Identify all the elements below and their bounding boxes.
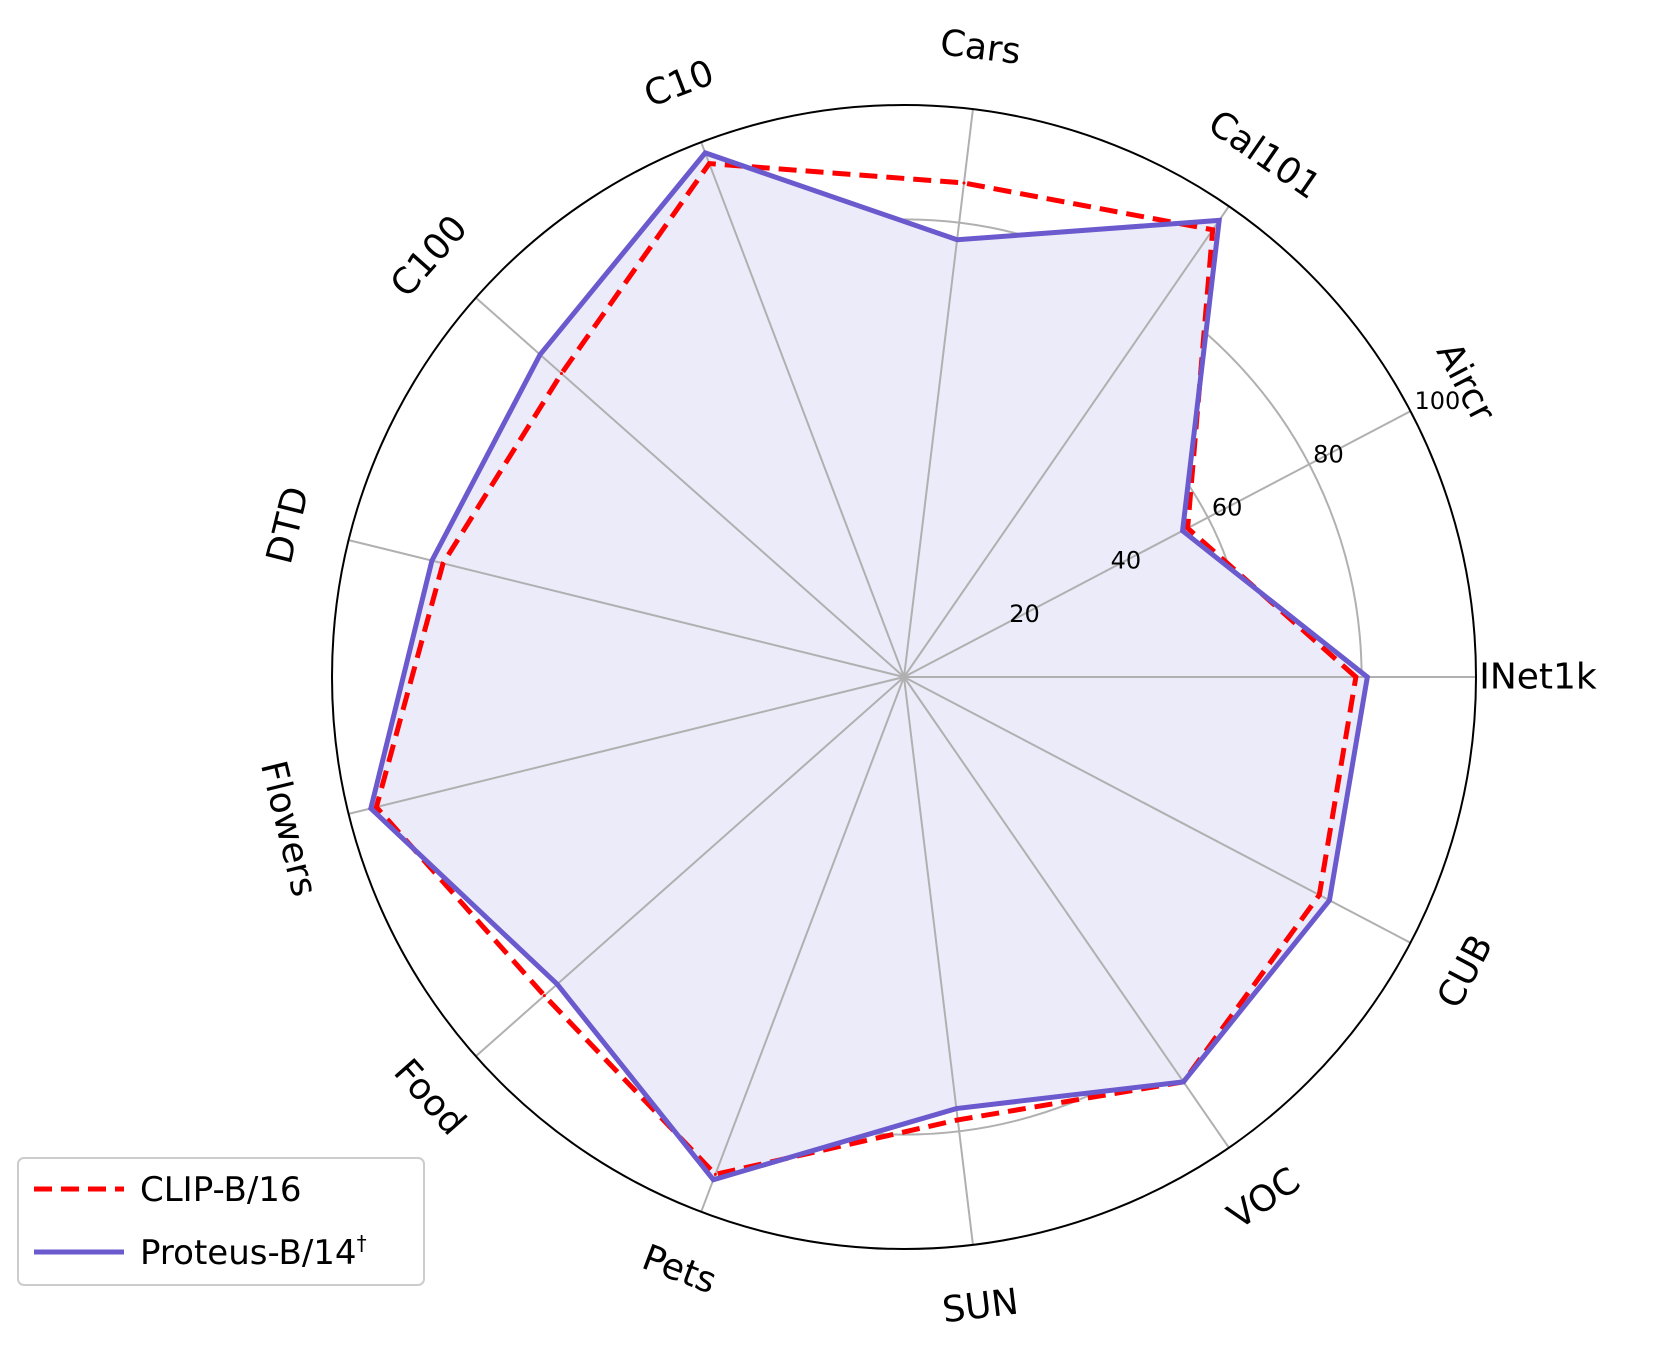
data-point-1-food (555, 982, 559, 986)
outer-circle (331, 104, 1477, 1250)
data-point-1-c100 (538, 353, 542, 357)
data-point-0-flowers (374, 805, 378, 809)
spoke-c100 (475, 296, 905, 678)
data-point-1-inet1k (1365, 675, 1369, 679)
data-point-0-cal101 (1211, 228, 1215, 232)
data-point-0-inet1k (1354, 675, 1358, 679)
legend-label-proteus: Proteus-B/14† (140, 1231, 367, 1273)
data-point-1-aircr (1181, 529, 1185, 533)
data-point-0-cub (1317, 893, 1321, 897)
tick-label-100: 100 (1414, 387, 1460, 415)
category-label-dtd: DTD (259, 483, 317, 568)
legend: CLIP-B/16 Proteus-B/14† (17, 1157, 425, 1286)
data-point-0-aircr (1186, 526, 1190, 530)
spoke-flowers (348, 676, 905, 815)
spoke-sun (903, 676, 974, 1245)
data-point-0-pets (713, 1172, 717, 1176)
category-label-cal101: Cal101 (1201, 103, 1328, 208)
data-point-1-cub (1327, 898, 1331, 902)
category-label-inet1k: INet1k (1479, 657, 1597, 698)
legend-label-proteus-sup: † (357, 1231, 367, 1255)
spoke-cars (903, 109, 974, 678)
data-point-0-sun (956, 1118, 960, 1122)
data-point-0-cars (962, 181, 966, 185)
spoke-voc (903, 676, 1230, 1149)
category-label-voc: VOC (1221, 1160, 1308, 1238)
legend-label-proteus-name: Proteus-B/14 (140, 1233, 357, 1273)
data-point-0-dtd (441, 561, 445, 565)
series-fill (370, 152, 1368, 1180)
series-fill-1 (370, 152, 1368, 1180)
tick-label-80: 80 (1313, 440, 1344, 468)
category-label-pets: Pets (637, 1237, 722, 1302)
radar-spokes (348, 109, 1476, 1245)
data-point-0-food (542, 994, 546, 998)
category-label-cars: Cars (938, 22, 1023, 72)
series-line-proteus-b-14 (368, 149, 1371, 1183)
data-point-0-c10 (707, 162, 711, 166)
category-label-sun: SUN (940, 1281, 1021, 1331)
category-label-cub: CUB (1430, 928, 1502, 1015)
spoke-food (475, 676, 905, 1058)
data-point-0-c100 (559, 372, 563, 376)
category-label-c100: C100 (383, 208, 476, 305)
category-label-c10: C10 (639, 52, 720, 116)
data-point-1-pets (711, 1178, 715, 1182)
data-point-1-voc (1181, 1080, 1185, 1084)
tick-label-60: 60 (1212, 494, 1243, 522)
tick-label-20: 20 (1009, 600, 1040, 628)
category-label-food: Food (385, 1052, 473, 1144)
data-point-1-sun (954, 1107, 958, 1111)
data-point-1-cars (955, 238, 959, 242)
tick-label-40: 40 (1111, 547, 1142, 575)
data-point-1-cal101 (1217, 218, 1221, 222)
spoke-pets (700, 676, 905, 1213)
spoke-c10 (700, 141, 905, 678)
legend-label-clip: CLIP-B/16 (140, 1170, 302, 1210)
data-point-1-c10 (703, 151, 707, 155)
spoke-cub (903, 676, 1411, 944)
category-label-flowers: Flowers (252, 757, 325, 901)
data-point-1-dtd (430, 559, 434, 563)
data-point-1-flowers (369, 806, 373, 810)
spoke-aircr (903, 410, 1411, 678)
series-lines (368, 149, 1371, 1183)
radial-tick-labels: 20 40 60 80 100 (1009, 387, 1460, 628)
spoke-cal101 (903, 205, 1230, 678)
outer-frame (331, 104, 1477, 1250)
